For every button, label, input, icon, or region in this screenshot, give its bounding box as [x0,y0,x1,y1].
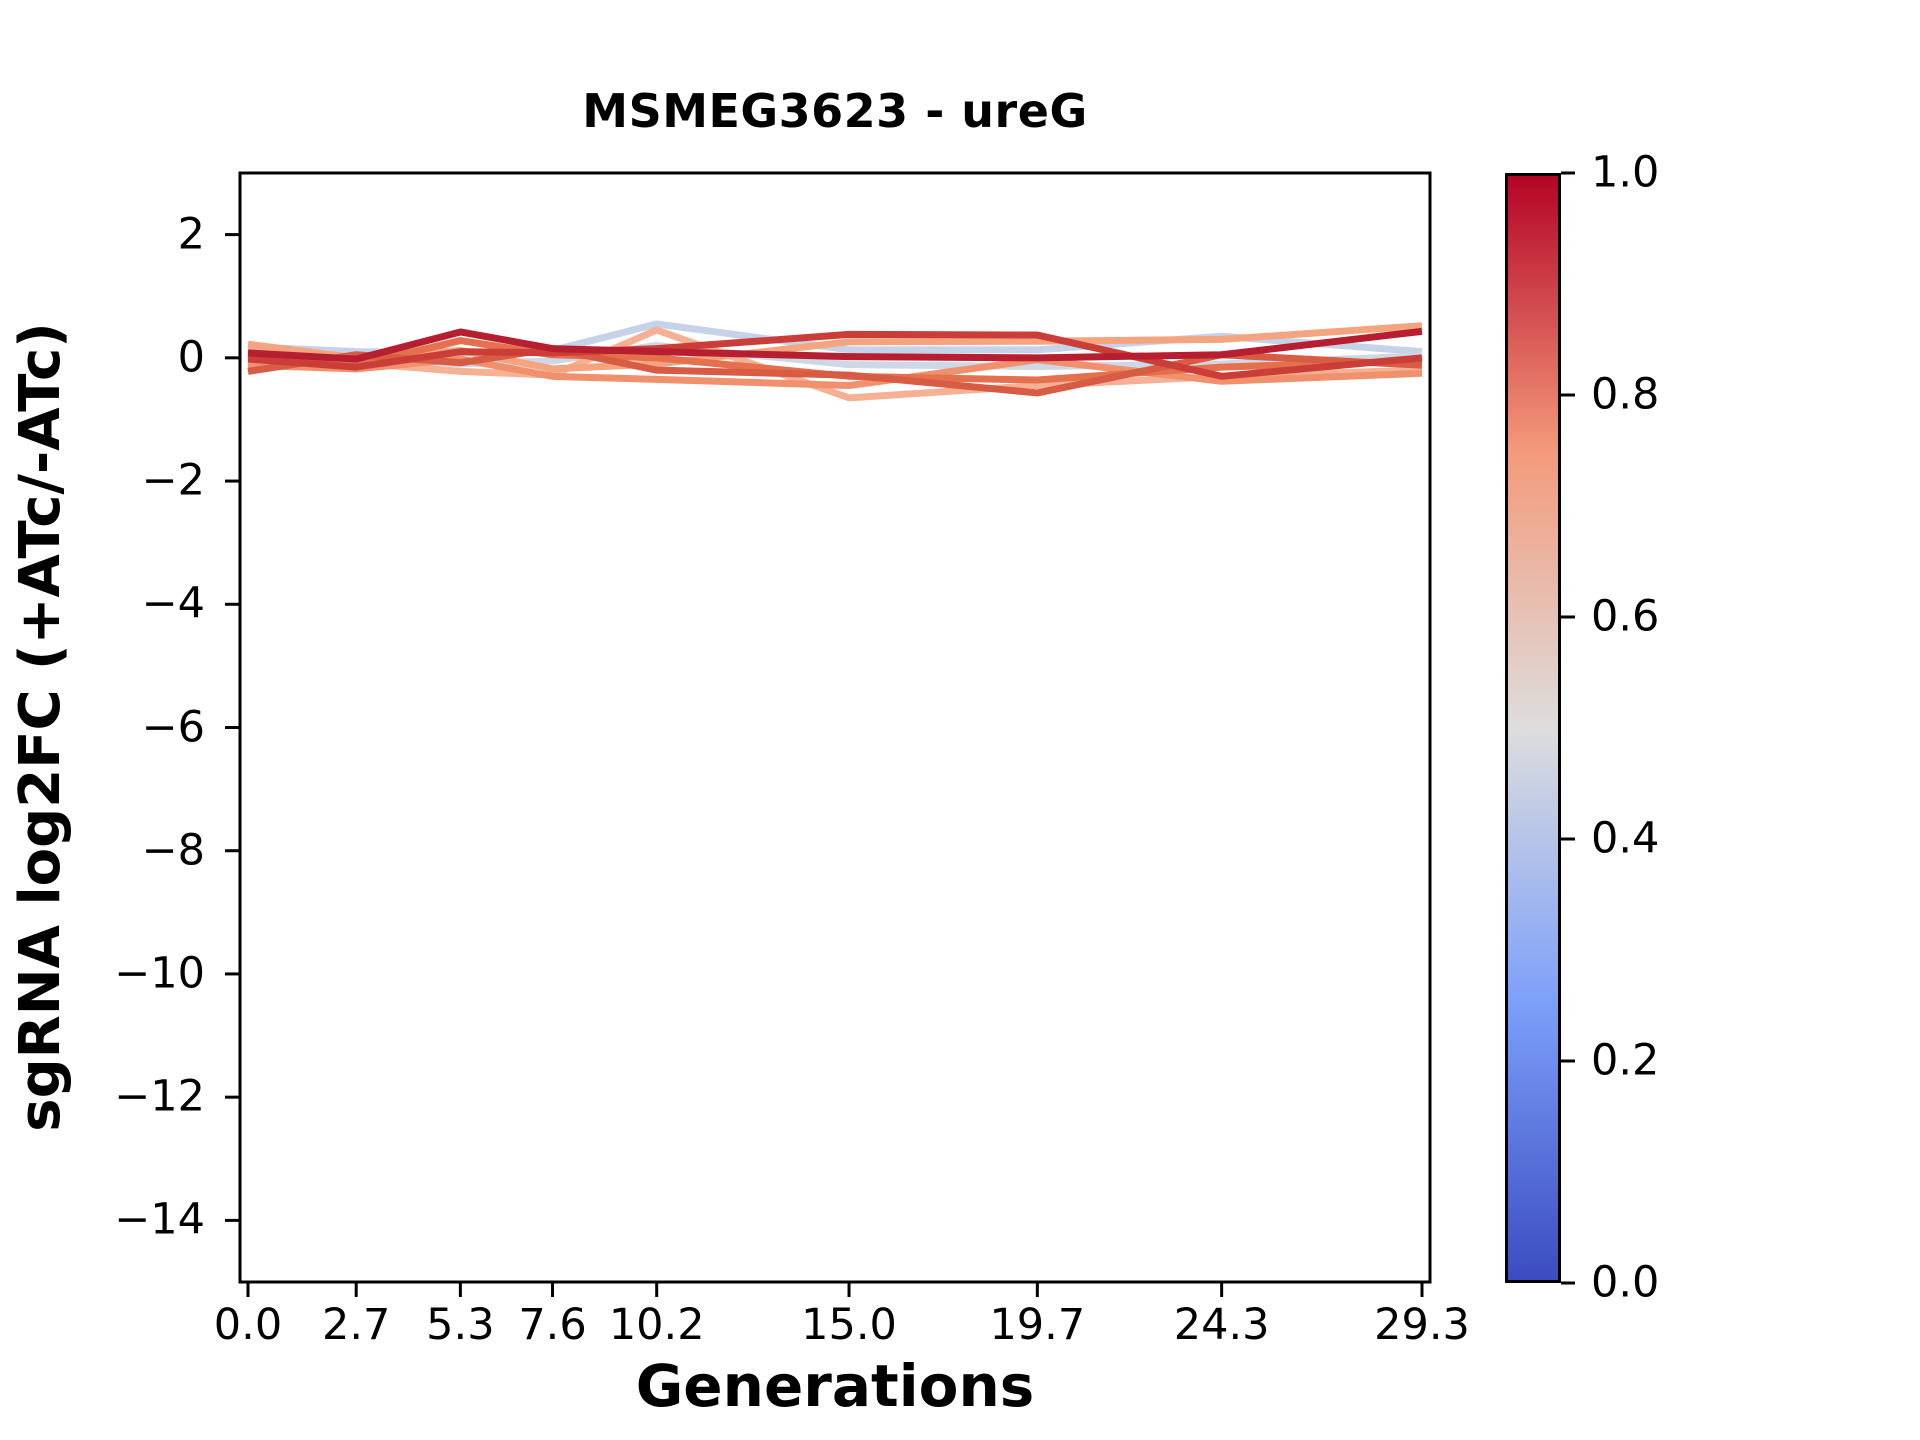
sgRNA-line-7 [247,345,1423,397]
colorbar-tick-label: 0.2 [1591,1035,1660,1086]
y-tick-label: −12 [114,1071,205,1122]
colorbar-tick-label: 1.0 [1591,147,1660,198]
chart-title: MSMEG3623 - ureG [582,84,1088,138]
x-tick-label: 2.7 [321,1300,391,1350]
y-tick-label: −14 [114,1194,205,1245]
y-axis-label: sgRNA log2FC (+ATc/-ATc) [8,322,73,1132]
colorbar-tick-label: 0.0 [1591,1257,1660,1308]
y-tick-label: −10 [114,948,205,999]
colorbar-gradient [1505,173,1561,1283]
x-tick-label: 5.3 [426,1300,495,1350]
y-tick-label: −8 [141,825,205,876]
x-tick-label: 0.0 [213,1300,283,1350]
x-tick-label: 7.6 [518,1300,587,1350]
y-tick-label: −6 [141,702,205,752]
x-tick-label: 24.3 [1173,1300,1270,1350]
colorbar-tick-label: 0.4 [1591,813,1660,864]
sgRNA-line-9 [247,327,1423,363]
x-tick-label: 29.3 [1374,1300,1470,1350]
y-tick-label: 2 [177,209,205,260]
y-tick-label: 0 [177,332,205,383]
colorbar-tick-label: 0.8 [1591,369,1660,420]
x-tick-label: 10.2 [608,1300,705,1350]
y-tick-label: −4 [141,578,205,629]
x-tick-label: 15.0 [801,1300,897,1350]
y-tick-label: −2 [141,455,205,506]
x-axis-label: Generations [635,1352,1035,1420]
x-tick-label: 19.7 [989,1300,1086,1350]
colorbar-tick-label: 0.6 [1591,591,1660,642]
axes-frame [238,171,1432,1284]
